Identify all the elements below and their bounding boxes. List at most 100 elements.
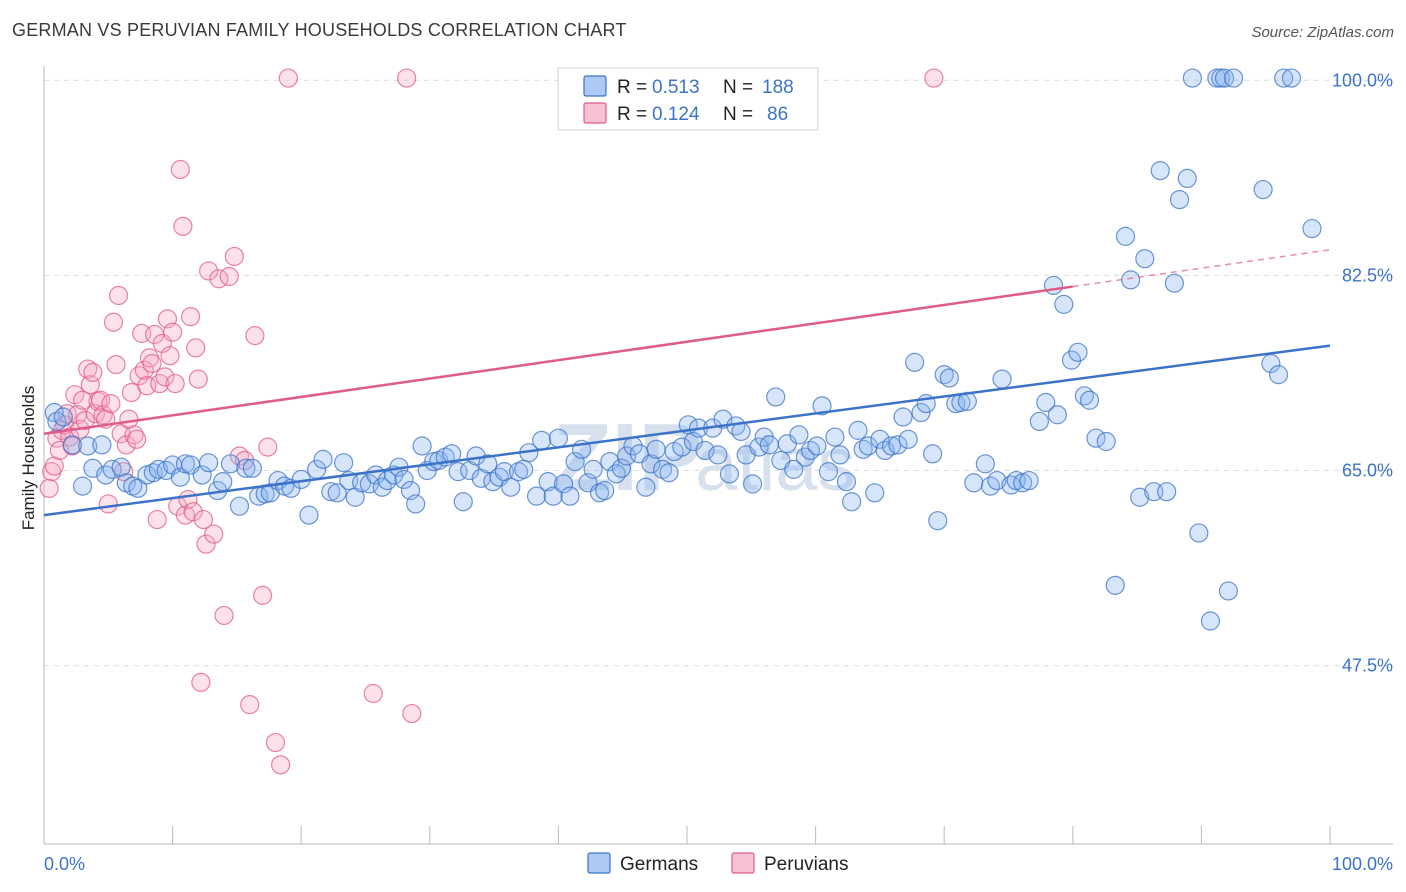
german-point	[62, 435, 82, 455]
legend-r-value-peruvians: 0.124	[652, 104, 700, 125]
german-point	[128, 478, 148, 498]
german-point	[72, 476, 93, 496]
german-point	[1253, 179, 1273, 200]
german-point	[1189, 523, 1209, 543]
peruvian-point	[397, 68, 417, 88]
legend-r-label-germans: R =	[617, 77, 647, 98]
legend-swatch-peruvians	[583, 102, 607, 124]
peruvian-point	[75, 410, 95, 430]
german-point	[759, 435, 779, 455]
y-tick-label: 65.0%	[1342, 461, 1393, 481]
german-point	[565, 451, 585, 472]
german-point	[1177, 168, 1197, 189]
peruvian-point	[258, 437, 278, 457]
german-point	[1150, 161, 1170, 181]
german-point	[641, 454, 661, 474]
german-point	[1054, 294, 1074, 314]
german-point	[213, 472, 233, 492]
german-point	[672, 437, 692, 457]
peruvian-point	[224, 246, 244, 267]
german-point	[659, 463, 679, 483]
german-point	[394, 469, 414, 490]
german-point	[543, 486, 563, 506]
peruvians-points	[39, 68, 944, 775]
peruvian-point	[173, 216, 193, 236]
german-point	[905, 352, 925, 372]
german-point	[148, 459, 169, 479]
german-point	[975, 454, 995, 474]
legend-bottom: Germans Peruvians	[587, 852, 849, 875]
german-point	[695, 440, 715, 461]
germans-points	[44, 68, 1322, 631]
peruvian-point	[214, 605, 234, 626]
grid	[44, 79, 1393, 667]
legend-n-value-germans: 188	[762, 77, 794, 98]
german-point	[928, 511, 948, 531]
germans-trend-line	[43, 344, 1331, 517]
german-point	[842, 492, 862, 512]
german-point	[784, 459, 804, 479]
peruvian-point	[924, 68, 944, 88]
peruvian-point	[134, 360, 154, 380]
legend-n-label-germans: N =	[723, 77, 753, 98]
german-point	[514, 459, 534, 479]
german-point	[911, 402, 931, 423]
german-point	[78, 436, 98, 456]
german-point	[1043, 275, 1064, 296]
german-point	[870, 429, 890, 449]
peruvian-point	[196, 534, 216, 554]
german-point	[1268, 365, 1289, 385]
watermark-atlas: atlas	[695, 422, 856, 507]
german-point	[532, 430, 552, 451]
y-axis-title: Family Households	[19, 386, 38, 531]
peruvian-point	[219, 266, 239, 287]
peruvian-point	[193, 509, 214, 530]
german-point	[548, 428, 569, 448]
peruvian-point	[245, 326, 265, 346]
german-point	[1079, 390, 1100, 410]
german-point	[987, 470, 1007, 491]
legend-bottom-swatch-germans	[587, 852, 611, 874]
german-point	[1029, 411, 1049, 432]
german-point	[742, 474, 763, 494]
source-label: Source: ZipAtlas.com	[1251, 24, 1394, 41]
german-point	[881, 436, 902, 456]
german-point	[1169, 189, 1190, 210]
german-point	[853, 439, 873, 459]
german-point	[1200, 611, 1221, 631]
german-point	[830, 445, 850, 465]
german-point	[1086, 428, 1106, 448]
y-tick-label: 82.5%	[1342, 265, 1393, 285]
german-point	[442, 444, 462, 464]
german-point	[478, 454, 498, 474]
german-point	[1121, 270, 1141, 290]
german-point	[893, 407, 913, 427]
peruvian-point	[186, 338, 206, 358]
legend-top: R = 0.513 N = 188 R = 0.124 N = 86	[557, 67, 819, 131]
german-point	[334, 453, 354, 473]
y-tick-label: 47.5%	[1342, 656, 1393, 676]
peruvian-point	[363, 683, 383, 704]
german-point	[53, 407, 73, 427]
peruvian-point	[402, 703, 422, 724]
german-point	[1157, 482, 1177, 502]
german-point	[220, 454, 241, 474]
peruvian-point	[103, 312, 124, 332]
peruvian-point	[170, 159, 190, 180]
german-point	[412, 436, 432, 456]
german-point	[865, 483, 885, 503]
german-point	[453, 492, 473, 512]
peruvian-point	[129, 366, 149, 386]
german-point	[111, 457, 131, 477]
german-point	[595, 480, 615, 501]
german-point	[934, 365, 954, 385]
peruvian-point	[116, 435, 136, 455]
german-point	[708, 445, 728, 465]
german-point	[583, 459, 603, 479]
peruvian-point	[142, 353, 162, 374]
german-point	[1105, 575, 1125, 595]
german-point	[1281, 68, 1302, 88]
peruvian-point	[188, 369, 208, 389]
german-point	[1036, 392, 1056, 413]
